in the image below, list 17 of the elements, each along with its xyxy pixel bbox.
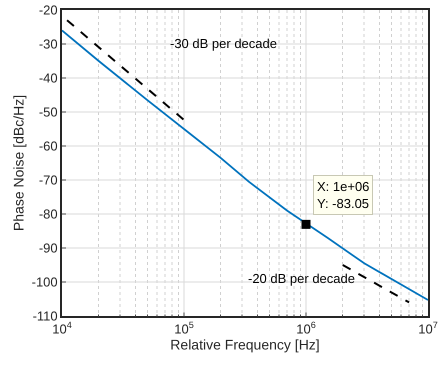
y-tick-label: -50 <box>38 104 58 120</box>
x-tick-label: 10$^{7}$ <box>418 320 438 336</box>
y-tick-label: -70 <box>38 172 58 188</box>
y-tick-label: -80 <box>38 206 58 222</box>
y-tick-label: -90 <box>38 240 58 256</box>
y-axis-title: Phase Noise [dBc/Hz] <box>10 94 27 232</box>
y-tick-label: -30 <box>38 36 58 52</box>
annotation: -20 dB per decade <box>248 271 355 286</box>
annotation: X: 1e+06 Y: -83.05 <box>317 179 370 211</box>
y-tick-label: -100 <box>32 274 58 290</box>
x-tick-label: 10$^{5}$ <box>174 320 194 336</box>
x-tick-label: 10$^{6}$ <box>296 320 316 336</box>
annotation: -30 dB per decade <box>170 36 277 51</box>
y-tick-label: -40 <box>38 70 58 86</box>
y-tick-label: -20 <box>38 2 58 18</box>
y-tick-label: -60 <box>38 138 58 154</box>
x-axis-title: Relative Frequency [Hz] <box>170 336 320 352</box>
